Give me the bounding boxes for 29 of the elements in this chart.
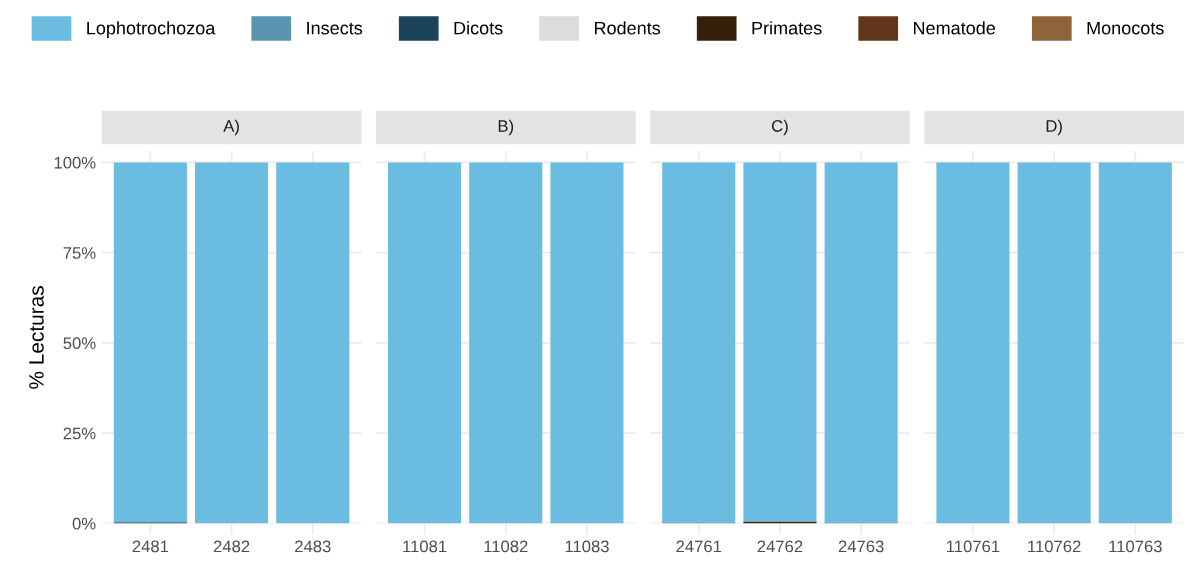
x-tick-label: 11083 bbox=[565, 540, 609, 553]
x-tick-label: 110762 bbox=[1028, 540, 1081, 553]
y-tick-label: 25% bbox=[63, 427, 96, 440]
chart-title: A) bbox=[223, 119, 239, 136]
x-tick-label: 110763 bbox=[1109, 540, 1162, 553]
y-tick-label: 50% bbox=[63, 337, 96, 350]
legend-label: Lophotrochozoa bbox=[87, 21, 216, 39]
y-tick-label: 75% bbox=[63, 247, 96, 259]
x-tick-label: 2483 bbox=[295, 540, 331, 553]
x-tick-label: 24763 bbox=[838, 540, 884, 553]
x-tick-label: 24761 bbox=[676, 540, 722, 553]
legend-label: Dicots bbox=[454, 21, 503, 35]
y-tick-label: 100% bbox=[54, 156, 96, 169]
x-tick-label: 24762 bbox=[757, 540, 803, 553]
chart-title: B) bbox=[498, 119, 514, 136]
legend-label: Primates bbox=[752, 21, 822, 35]
legend-label: Insects bbox=[307, 21, 363, 35]
x-tick-label: 2482 bbox=[213, 540, 250, 553]
chart-title: C) bbox=[771, 119, 788, 136]
x-tick-label: 2481 bbox=[132, 540, 169, 553]
chart-title: D) bbox=[1046, 119, 1062, 136]
legend-label: Monocots bbox=[1087, 21, 1164, 35]
legend-label: Nematode bbox=[914, 21, 996, 35]
x-tick-label: 11081 bbox=[403, 540, 447, 553]
x-tick-label: 110761 bbox=[947, 540, 1000, 553]
x-tick-label: 11082 bbox=[484, 540, 528, 553]
legend-label: Rodents bbox=[594, 21, 661, 35]
y-tick-label: 0% bbox=[72, 517, 96, 530]
y-axis-title: % Lecturas bbox=[29, 286, 44, 389]
